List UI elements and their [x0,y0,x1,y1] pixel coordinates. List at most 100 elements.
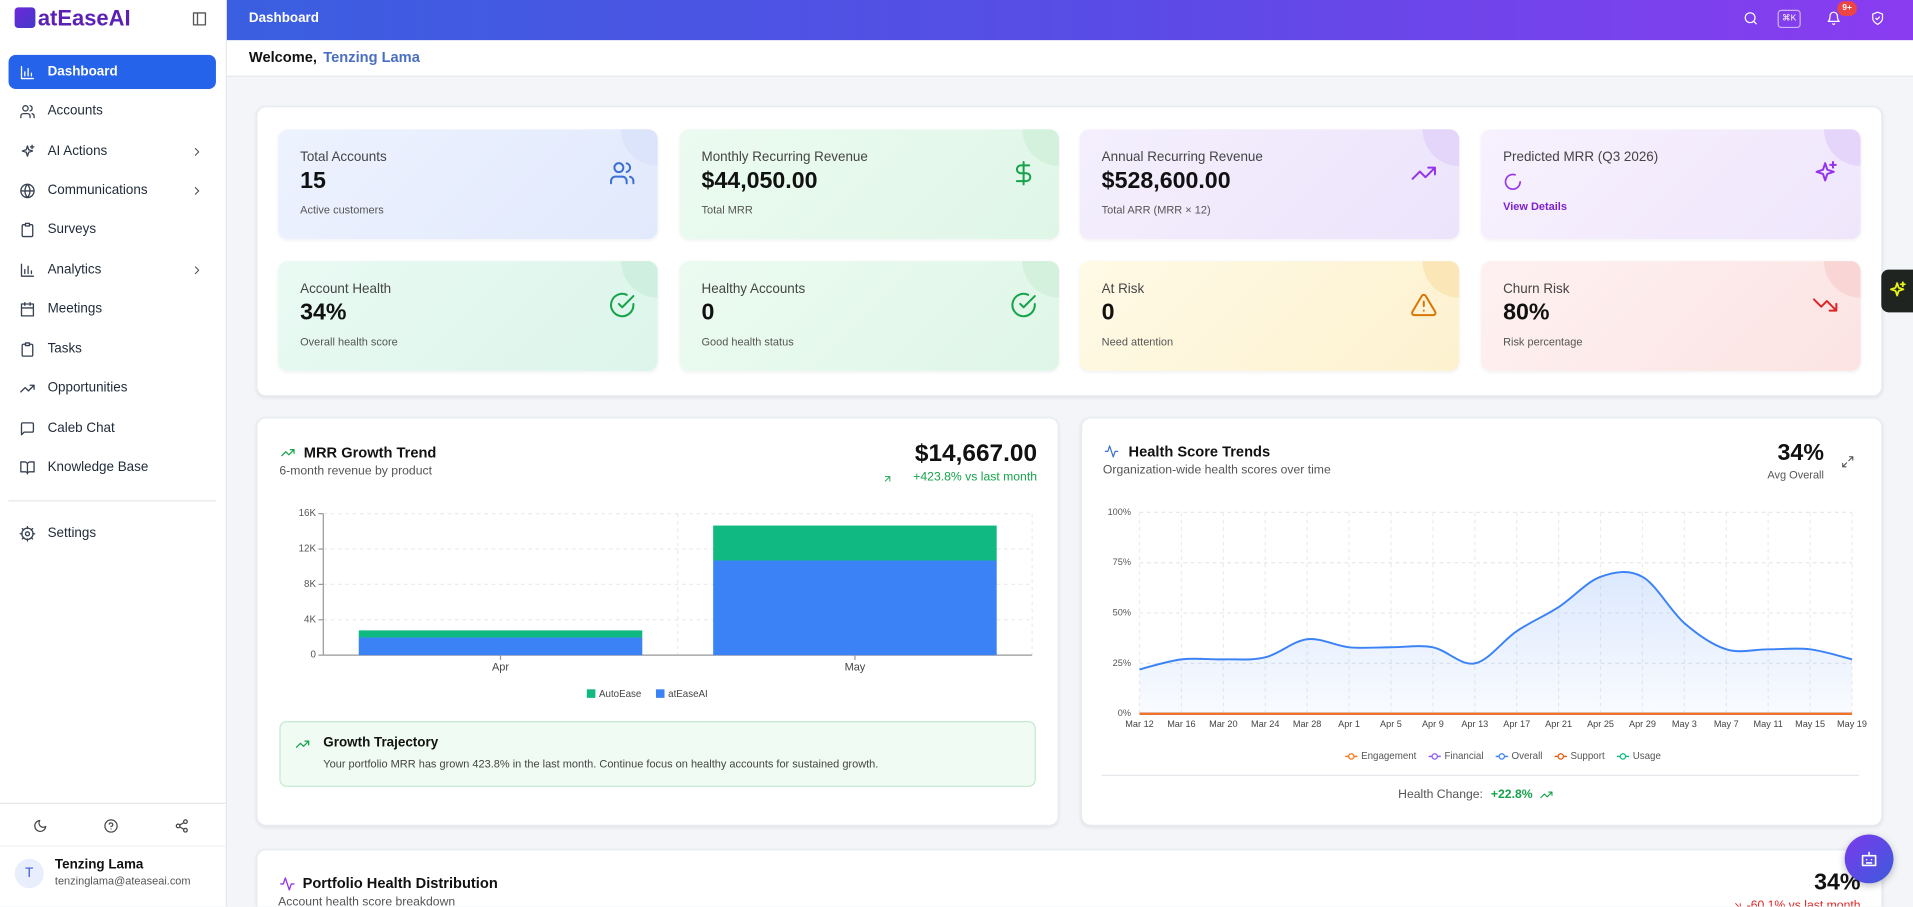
stat-link[interactable]: View Details [1503,200,1567,213]
security-button [1872,11,1884,26]
nav-item[interactable]: Settings [47,525,97,541]
stat-value: 0 [1101,300,1115,326]
stat-value: 15 [300,168,326,194]
stat-label: Healthy Accounts [701,281,806,297]
welcome-bar [226,40,1913,77]
icon-path [610,292,635,318]
sidebar-divider [8,500,216,502]
assistant-toggle[interactable] [1881,269,1913,313]
nav-icon [20,341,33,357]
nav-icon [19,460,35,474]
chat-button[interactable] [1844,834,1894,884]
icon-path [19,183,35,198]
stat-icon [1815,161,1837,182]
icon-path [1504,173,1521,190]
stat-note: Need attention [1101,335,1174,348]
stat-card: Total Accounts 15 Active customers [278,129,658,240]
sidebar-divider [0,802,226,804]
stat-label: Churn Risk [1503,281,1570,297]
icon-path [1841,455,1853,467]
nav-item[interactable]: Analytics [47,262,102,277]
icon-path [295,740,310,748]
card-title: Health Score Trends [1128,442,1271,460]
stat-note: Overall health score [300,335,398,348]
icon-path [281,448,295,457]
stat-note: Risk percentage [1503,335,1583,348]
stat-value: 34% [300,300,347,326]
collapse-button [192,11,206,25]
stat-icon [610,292,635,318]
insight-title: Growth Trajectory [323,735,439,751]
icon-path [279,876,294,890]
change-icon [1539,790,1552,798]
icon-path [192,11,206,25]
nav-item[interactable]: Tasks [47,341,82,357]
nav-chevron [194,147,199,156]
nav-item[interactable]: Surveys [47,222,97,237]
icon-path [1734,902,1741,907]
nav-item[interactable]: Dashboard [47,64,118,80]
nav-icon [19,183,35,198]
icon-path [20,222,33,237]
card-icon [1104,445,1119,458]
health-avg: 34% [1777,440,1824,467]
stat-icon [610,162,635,185]
nav-item[interactable]: Caleb Chat [47,420,115,436]
card-subtitle: 6-month revenue by product [279,464,432,479]
portfolio-card [256,849,1883,907]
sidebar-divider [0,845,226,847]
icon-path [1539,790,1552,798]
stat-label: Predicted MRR (Q3 2026) [1503,150,1659,165]
icon-path [1861,851,1877,867]
legend-divider [1101,774,1860,776]
help-button [104,819,118,833]
stat-note: Total MRR [701,203,753,216]
page-title: Dashboard [248,10,319,26]
stat-icon [1411,293,1437,317]
theme-button [34,819,47,833]
logo-mark [14,7,36,29]
icon-path [1411,293,1437,317]
health-change-value: +22.8% [1490,788,1533,802]
stat-card: Churn Risk 80% Risk percentage [1481,261,1861,371]
nav-icon [19,104,35,118]
icon-path [884,475,890,481]
stat-icon [1411,166,1436,180]
icon-path [194,147,199,156]
nav-item[interactable]: Communications [47,183,148,198]
stat-card: Account Health 34% Overall health score [278,261,658,371]
icon-path [20,301,34,316]
expand-button [1841,455,1853,467]
nav-item[interactable]: Knowledge Base [47,459,149,475]
user-email: tenzinglama@ateaseai.com [54,874,191,887]
icon-path [175,819,188,833]
icon-path [19,384,35,392]
nav-item[interactable]: Opportunities [47,380,128,396]
user-name: Tenzing Lama [54,857,144,873]
stat-note: Active customers [300,203,384,216]
nav-active[interactable] [8,54,216,90]
nav-icon [20,222,33,237]
stat-card: Annual Recurring Revenue $528,600.00 Total… [1079,129,1460,240]
insight-icon [295,740,310,748]
stat-icon [1015,161,1032,186]
nav-chevron [194,186,199,195]
welcome-greeting: Welcome, [248,48,317,66]
change-icon [884,475,890,481]
stat-card: Predicted MRR (Q3 2026) View Details [1481,129,1861,240]
stat-value: $528,600.00 [1101,168,1231,194]
icon-path [194,186,199,195]
nav-item[interactable]: AI Actions [47,143,108,159]
nav-item[interactable]: Meetings [47,301,103,316]
stat-note: Total ARR (MRR × 12) [1101,203,1211,216]
stat-note: Good health status [701,335,794,348]
loading-spinner [1504,173,1521,190]
nav-item[interactable]: Accounts [47,103,103,119]
stat-value: $44,050.00 [701,168,818,194]
card-title: MRR Growth Trend [303,444,437,462]
icon-path [1744,12,1757,25]
card-subtitle: Account health score breakdown [278,895,456,907]
nav-icon [20,65,34,79]
stat-card: Monthly Recurring Revenue $44,050.00 Total… [679,129,1059,240]
